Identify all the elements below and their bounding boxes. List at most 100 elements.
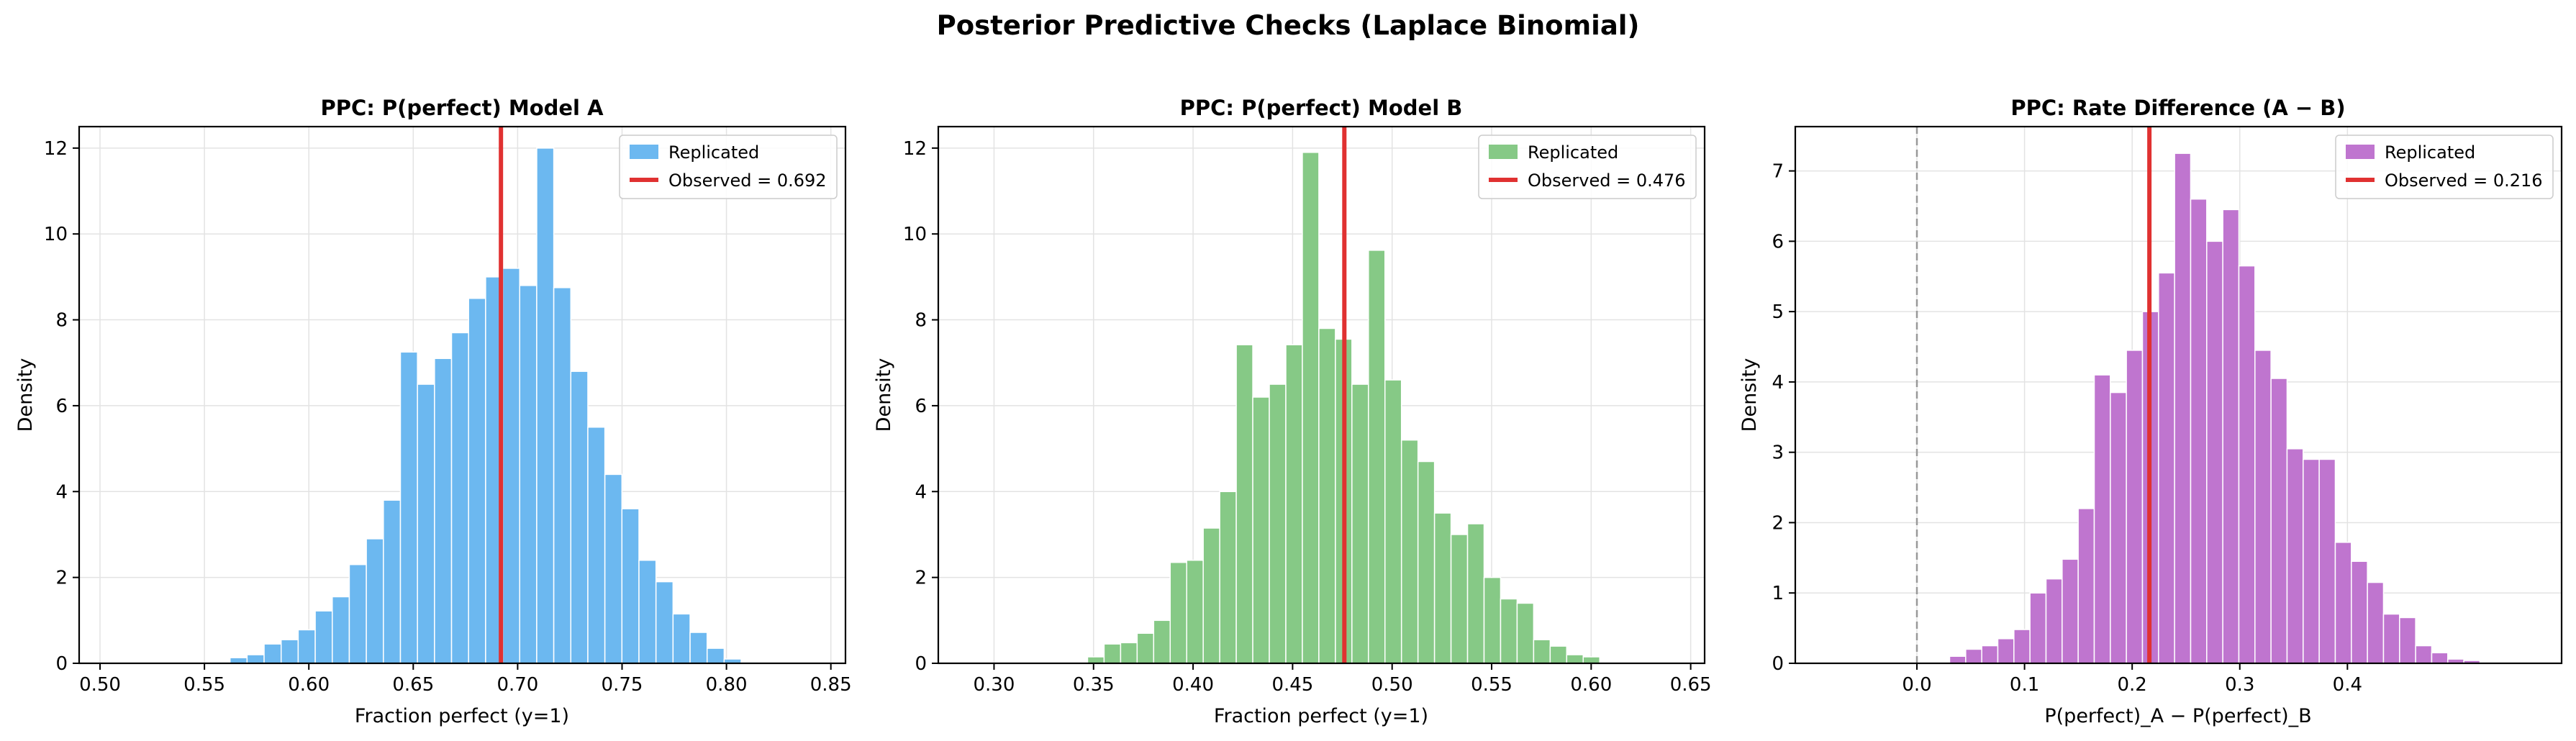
histogram-bar bbox=[1252, 396, 1270, 664]
histogram-bar bbox=[2431, 652, 2449, 664]
histogram-bar bbox=[1169, 562, 1187, 664]
chart-panel-rate-difference: PPC: Rate Difference (A − B) P(perfect)_… bbox=[1738, 96, 2563, 727]
legend-label-observed: Observed = 0.476 bbox=[1528, 171, 1686, 191]
y-tick-label: 1 bbox=[1772, 583, 1784, 604]
x-tick-label: 0.70 bbox=[496, 674, 538, 696]
histogram-bar bbox=[1466, 523, 1485, 664]
chart-panel-model-b: PPC: P(perfect) Model B Fraction perfect… bbox=[873, 96, 1712, 727]
histogram-bar bbox=[2238, 265, 2256, 664]
y-tick-label: 4 bbox=[55, 481, 68, 503]
y-tick-label: 6 bbox=[915, 396, 927, 417]
x-tick-label: 0.55 bbox=[183, 674, 225, 696]
y-tick-label: 8 bbox=[915, 310, 927, 332]
legend-label-replicated: Replicated bbox=[2385, 142, 2475, 163]
histogram-bar bbox=[519, 285, 538, 664]
histogram-bar bbox=[468, 297, 486, 664]
histogram-bar bbox=[621, 508, 640, 664]
y-axis-label: Density bbox=[873, 358, 895, 432]
panel-title: PPC: P(perfect) Model A bbox=[320, 96, 604, 120]
x-tick-label: 0.40 bbox=[1172, 674, 1214, 696]
histogram-bar bbox=[1302, 152, 1320, 664]
x-tick-label: 0.80 bbox=[706, 674, 748, 696]
axes-frame bbox=[937, 125, 1706, 665]
x-axis-label: Fraction perfect (y=1) bbox=[1214, 705, 1428, 727]
histogram-bar bbox=[366, 538, 384, 664]
histogram-bar bbox=[2222, 209, 2240, 664]
legend-box bbox=[619, 135, 838, 199]
histogram-bar bbox=[2254, 350, 2272, 664]
x-tick-label: 0.0 bbox=[1902, 674, 1931, 696]
histogram-bar bbox=[1417, 460, 1436, 664]
histogram-bar bbox=[2045, 578, 2063, 664]
histogram-bar bbox=[2158, 272, 2175, 664]
histogram-bar bbox=[2270, 378, 2288, 664]
y-tick-label: 4 bbox=[915, 481, 927, 503]
histogram-bar bbox=[2382, 613, 2400, 664]
histogram-bar bbox=[1566, 654, 1584, 664]
y-tick-label: 0 bbox=[915, 653, 927, 675]
x-tick-label: 0.50 bbox=[79, 674, 121, 696]
x-tick-label: 0.55 bbox=[1471, 674, 1513, 696]
histogram-bar bbox=[348, 563, 367, 664]
x-tick-label: 0.1 bbox=[2010, 674, 2039, 696]
y-tick-label: 6 bbox=[1772, 231, 1784, 253]
histogram-bar bbox=[450, 332, 469, 664]
x-tick-label: 0.30 bbox=[974, 674, 1015, 696]
histogram-bar bbox=[1965, 648, 1982, 664]
histogram-bar bbox=[2110, 391, 2127, 664]
y-tick-label: 0 bbox=[1772, 653, 1784, 675]
x-tick-label: 0.60 bbox=[1570, 674, 1612, 696]
y-axis-label: Density bbox=[14, 358, 37, 432]
histogram-bar bbox=[2029, 592, 2047, 664]
histogram-bar bbox=[536, 147, 555, 664]
y-tick-label: 12 bbox=[44, 138, 68, 160]
y-tick-label: 7 bbox=[1772, 161, 1784, 183]
histogram-bar bbox=[1981, 645, 1999, 664]
y-tick-label: 2 bbox=[55, 568, 68, 589]
legend-label-observed: Observed = 0.216 bbox=[2385, 171, 2543, 191]
histogram-bar bbox=[570, 370, 589, 664]
histogram-bar bbox=[2351, 560, 2368, 664]
histogram-bar bbox=[1285, 344, 1303, 664]
histogram-bar bbox=[383, 499, 402, 664]
x-tick-label: 0.75 bbox=[602, 674, 643, 696]
histogram-bar bbox=[1433, 512, 1452, 664]
legend-box bbox=[1478, 135, 1697, 199]
x-tick-label: 0.65 bbox=[392, 674, 434, 696]
histogram-bar bbox=[1500, 598, 1518, 664]
histogram-bar bbox=[655, 581, 674, 664]
panel-title: PPC: P(perfect) Model B bbox=[1180, 96, 1463, 120]
histogram-bar bbox=[706, 647, 725, 664]
x-tick-label: 0.60 bbox=[288, 674, 330, 696]
y-tick-label: 6 bbox=[55, 396, 68, 417]
y-tick-label: 5 bbox=[1772, 301, 1784, 323]
histogram-bar bbox=[2174, 153, 2192, 664]
chart-panel-model-a: PPC: P(perfect) Model A Fraction perfect… bbox=[14, 96, 852, 727]
x-tick-label: 0.4 bbox=[2333, 674, 2362, 696]
histogram-bar bbox=[2286, 448, 2304, 664]
histogram-bar bbox=[1219, 491, 1237, 664]
y-tick-label: 8 bbox=[55, 310, 68, 332]
x-tick-label: 0.3 bbox=[2225, 674, 2254, 696]
histogram-bar bbox=[417, 383, 435, 664]
x-tick-label: 0.85 bbox=[810, 674, 852, 696]
histogram-bar bbox=[553, 287, 572, 664]
y-tick-label: 10 bbox=[903, 224, 927, 245]
histogram-bar bbox=[2206, 240, 2223, 664]
histogram-bar bbox=[1533, 639, 1551, 664]
histogram-bar bbox=[672, 613, 691, 664]
histogram-bar bbox=[1351, 383, 1369, 664]
histogram-bar bbox=[587, 427, 606, 664]
y-tick-label: 12 bbox=[903, 138, 927, 160]
histogram-bar bbox=[1949, 655, 1967, 664]
legend-label-replicated: Replicated bbox=[1528, 142, 1618, 163]
histogram-bar bbox=[2093, 374, 2111, 664]
histogram-bar bbox=[1202, 527, 1220, 664]
histogram-bar bbox=[314, 610, 333, 664]
x-axis-label: P(perfect)_A − P(perfect)_B bbox=[2044, 705, 2311, 727]
y-tick-label: 3 bbox=[1772, 442, 1784, 464]
histogram-bar bbox=[2013, 629, 2031, 664]
histogram-bar bbox=[1368, 250, 1386, 664]
histogram-bar bbox=[1516, 602, 1535, 664]
